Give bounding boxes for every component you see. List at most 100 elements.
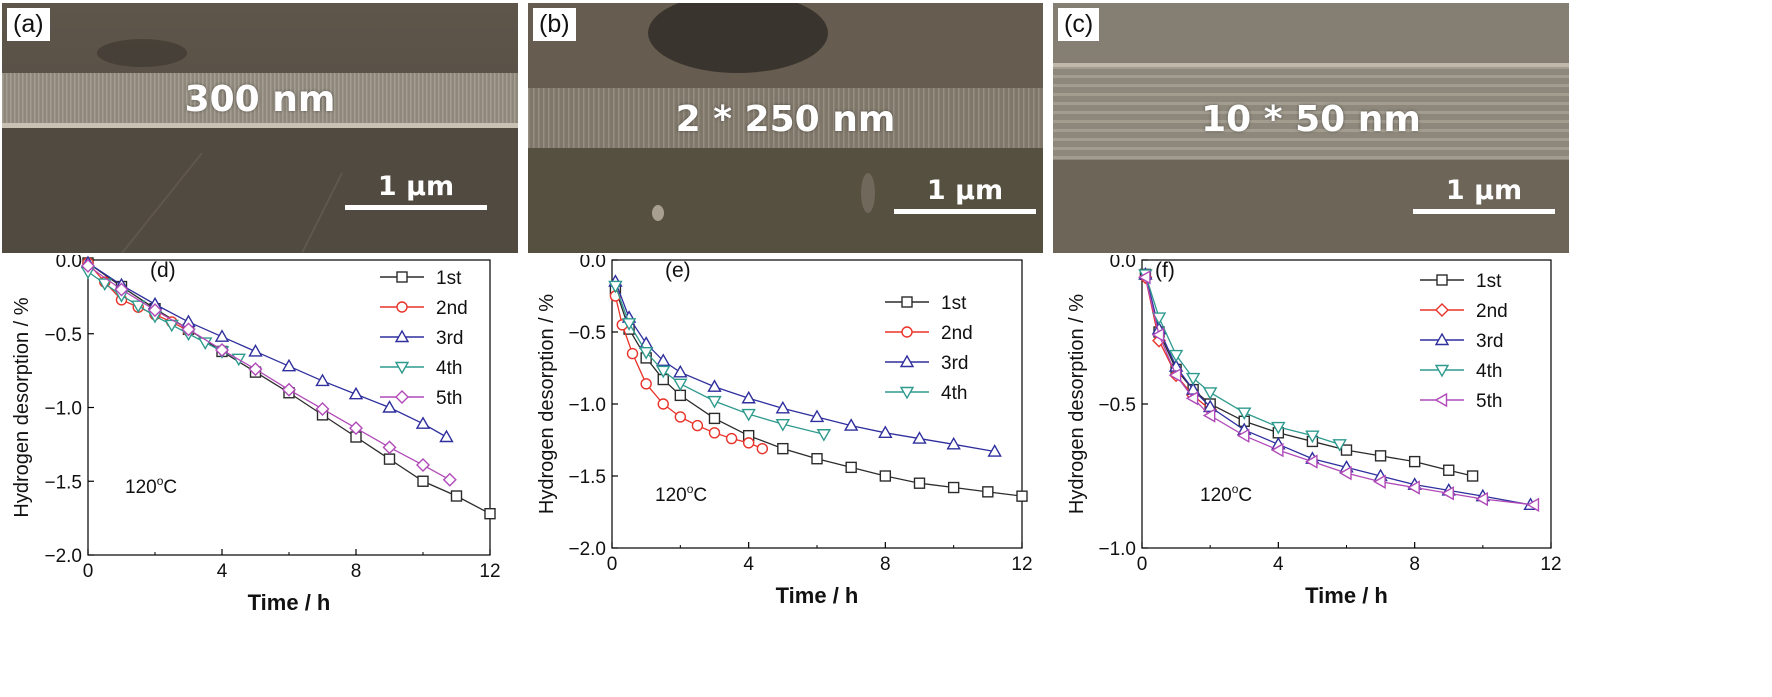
data-point-e-1st: [674, 389, 687, 402]
y-tick-label-d: −1.0: [44, 399, 82, 420]
data-point-e-3rd: [946, 436, 961, 450]
data-point-f-5th: [1441, 486, 1454, 501]
data-point-d-5th: [215, 342, 229, 357]
data-point-e-2nd: [756, 442, 769, 455]
legend-marker-f-3rd: [1434, 332, 1450, 346]
data-point-e-4th: [608, 280, 623, 294]
data-point-e-4th: [816, 429, 832, 442]
data-point-d-3rd: [348, 386, 364, 400]
data-point-e-1st: [879, 470, 892, 482]
x-tick-label-f: 8: [1409, 554, 1420, 575]
data-point-d-4th: [198, 337, 213, 351]
series-e-3rd: [608, 274, 1002, 457]
legend-marker-d-1st: [396, 271, 408, 283]
legend-marker-e-1st: [901, 296, 913, 308]
data-point-e-3rd: [809, 409, 825, 423]
data-point-f-5th: [1526, 497, 1540, 513]
legend-label-e-3rd: 3rd: [941, 353, 968, 374]
data-point-f-1st: [1408, 455, 1421, 468]
data-point-e-1st: [777, 442, 789, 455]
data-point-d-5th: [248, 362, 263, 377]
data-point-f-4th: [1168, 349, 1184, 363]
legend-marker-d-2nd: [396, 301, 408, 313]
data-point-f-4th: [1185, 372, 1201, 386]
x-tick-label-d: 12: [479, 561, 500, 582]
data-point-e-1st: [811, 453, 823, 465]
data-point-f-5th: [1339, 465, 1352, 481]
data-point-e-3rd: [707, 379, 722, 392]
scale-bar-line-c: [1413, 209, 1555, 214]
legend-item-d-2nd: 2nd: [380, 298, 468, 319]
data-point-d-5th: [442, 472, 457, 487]
data-point-d-3rd: [382, 400, 397, 413]
panel-label-c: (c): [1058, 8, 1100, 41]
data-point-d-4th: [97, 278, 112, 292]
data-point-d-3rd: [214, 329, 230, 342]
data-point-d-3rd: [315, 373, 330, 387]
legend-marker-d-5th: [395, 390, 409, 404]
data-point-e-3rd: [987, 444, 1002, 457]
x-tick-label-d: 8: [351, 561, 362, 582]
thickness-label-a: 300 nm: [184, 79, 336, 120]
panel-label-b: (b): [533, 8, 576, 41]
micrograph-c: (c) 10 * 50 nm 1 µm: [1053, 3, 1569, 253]
data-point-f-5th: [1151, 327, 1165, 343]
data-point-d-3rd: [248, 344, 263, 357]
data-point-e-4th: [775, 418, 791, 432]
y-tick-label-d: −0.5: [44, 325, 82, 346]
legend-item-f-1st: 1st: [1420, 271, 1502, 292]
data-point-f-5th: [1305, 454, 1318, 469]
scale-label-c: 1 µm: [1445, 175, 1523, 206]
data-point-f-4th: [1305, 430, 1320, 444]
data-point-e-2nd: [708, 427, 721, 439]
legend-label-d-2nd: 2nd: [436, 298, 468, 319]
y-tick-label-e: −0.5: [568, 323, 606, 344]
data-point-d-1st: [417, 475, 429, 487]
legend-item-d-5th: 5th: [380, 388, 462, 409]
data-point-e-3rd: [656, 353, 671, 367]
y-tick-label-d: 0.0: [56, 255, 82, 272]
series-d-3rd: [80, 255, 454, 443]
y-tick-label-f: −0.5: [1098, 395, 1136, 416]
micrograph-a: (a) 300 nm 1 µm: [2, 3, 518, 253]
y-axis-label-d: Hydrogen desorption / %: [11, 297, 33, 517]
y-tick-label-e: −1.0: [568, 395, 606, 416]
data-point-d-5th: [81, 258, 95, 273]
data-point-f-5th: [1137, 270, 1151, 285]
data-point-e-3rd: [673, 364, 688, 378]
data-point-f-5th: [1202, 408, 1216, 423]
data-point-e-1st: [982, 486, 994, 498]
data-point-e-3rd: [638, 336, 654, 349]
y-tick-label-f: −1.0: [1098, 539, 1136, 560]
panel-label-e: (e): [665, 259, 691, 282]
data-point-e-4th: [707, 395, 722, 409]
data-point-f-5th: [1407, 480, 1420, 495]
data-point-d-3rd: [439, 429, 454, 443]
chart-e: 0 4 8 12 0.0 −0.5 −1.0 −1.5 −2.0 Time / h Hydrogen…: [536, 255, 1033, 608]
x-tick-label-f: 4: [1273, 554, 1284, 575]
data-point-f-1st: [1340, 444, 1353, 456]
panel-label-a: (a): [7, 8, 50, 41]
thickness-label-b: 2 * 250 nm: [675, 99, 896, 140]
data-point-d-1st: [484, 507, 496, 520]
data-point-e-1st: [1016, 490, 1028, 502]
legend-marker-f-2nd: [1435, 303, 1449, 317]
data-point-d-5th: [181, 322, 196, 337]
y-tick-label-f: 0.0: [1110, 255, 1136, 272]
legend-item-e-4th: 4th: [885, 383, 967, 404]
series-e-2nd: [609, 290, 769, 455]
x-tick-label-f: 12: [1540, 554, 1561, 575]
data-point-f-4th: [1151, 312, 1167, 326]
data-point-e-3rd: [843, 418, 859, 431]
data-point-d-5th: [282, 382, 296, 397]
data-point-e-2nd: [691, 419, 704, 432]
series-e-4th: [608, 280, 832, 442]
scale-bar-c: 1 µm: [1413, 175, 1555, 214]
scale-bar-b: 1 µm: [894, 175, 1036, 214]
data-point-d-1st: [383, 453, 396, 465]
x-tick-label-d: 4: [217, 561, 228, 582]
x-tick-label-e: 4: [743, 554, 754, 575]
series-d-5th: [81, 258, 457, 487]
legend-item-f-3rd: 3rd: [1420, 331, 1503, 352]
data-point-e-4th: [673, 378, 688, 392]
